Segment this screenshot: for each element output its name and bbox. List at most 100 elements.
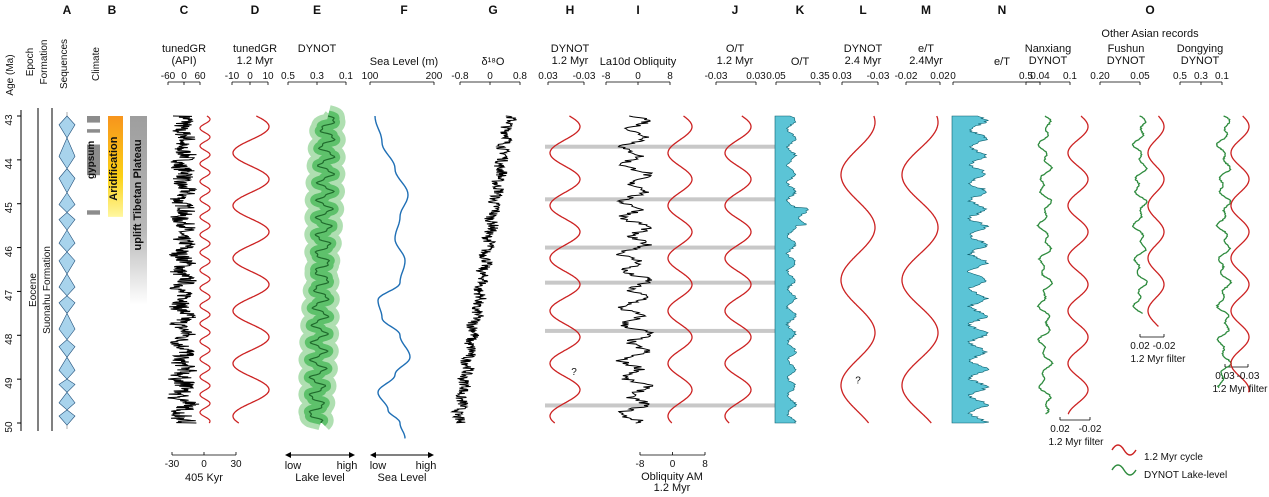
legend: 1.2 Myr cycle DYNOT Lake-level: [1111, 444, 1227, 481]
panel-E-axis-label: Lake level: [295, 472, 345, 484]
panel-O1-filter-label: 1.2 Myr filter: [1048, 437, 1104, 448]
panel-header: Nanxiang: [1025, 43, 1071, 55]
panel-O2-filter-label: 1.2 Myr filter: [1130, 354, 1186, 365]
uplift-bar: [130, 116, 147, 305]
sequence-triangle: [58, 295, 76, 314]
legend-red-label: 1.2 Myr cycle: [1144, 452, 1203, 463]
panel-F-high-label: high: [416, 460, 437, 472]
highlight-band: [545, 144, 788, 149]
sequence-triangle: [58, 378, 76, 393]
panel-N-top-tick-label: 0.04: [1030, 71, 1050, 82]
panel-header: O/T: [791, 56, 810, 68]
panel-L-top-tick-label: 0.03: [832, 71, 852, 82]
panel-H-top-tick-label: -0.03: [573, 71, 596, 82]
highlight-band: [545, 280, 788, 285]
legend-red-swatch: [1111, 444, 1137, 456]
panel-header: 2.4Myr: [909, 55, 943, 67]
panel-I-top-tick-label: 8: [667, 71, 673, 82]
panel-letter-B: B: [108, 3, 117, 17]
sequence-triangle: [58, 115, 76, 139]
panel-E-arrow-left: [285, 452, 291, 458]
panel-G-top-tick-label: 0: [487, 71, 493, 82]
highlight-bands: [545, 144, 788, 408]
dongying-dynot-curve: [1215, 115, 1233, 389]
climate-header: Climate: [91, 47, 102, 81]
ot-filled-curve: [774, 115, 809, 424]
panel-header: tunedGR: [233, 43, 277, 55]
panel-D-top-tick-label: 10: [262, 71, 274, 82]
panel-letter-D: D: [251, 3, 260, 17]
sea-level-curve: [374, 115, 411, 439]
panel-C-top-tick-label: 60: [194, 71, 206, 82]
sequence-triangle: [58, 409, 76, 426]
nanxiang-dynot-curve: [1036, 115, 1054, 415]
obliquity-curve: [615, 115, 655, 424]
highlight-band: [545, 328, 788, 333]
panel-letter-E: E: [313, 3, 321, 17]
panel-I-bottom-tick-label: 8: [702, 459, 708, 470]
panel-O3-top-tick-label: 0.5: [1173, 71, 1187, 82]
panel-letter-I: I: [636, 3, 639, 17]
panel-M-top-tick-label: -0.02: [895, 71, 918, 82]
panel-letter-A: A: [63, 3, 72, 17]
gypsum-bar: [87, 129, 100, 133]
panel-letter-O: O: [1145, 3, 1154, 17]
panel-E-arrow-right: [349, 452, 355, 458]
panel-E-high-label: high: [337, 460, 358, 472]
panel-C-bottom-label: 405 Kyr: [185, 472, 223, 484]
age-tick-label: 43: [4, 114, 15, 126]
panel-J-top-tick-label: -0.03: [705, 71, 728, 82]
highlight-band: [545, 245, 788, 250]
panel-header: 1.2 Myr: [237, 55, 274, 67]
highlight-band: [545, 197, 788, 202]
curves-layer: [58, 105, 1250, 439]
formation-header: Formation: [39, 39, 50, 84]
panel-I-top-tick-label: 0: [635, 71, 641, 82]
panel-C-bottom-tick-label: -30: [165, 459, 180, 470]
panel-J-top-tick-label: 0.03: [746, 71, 766, 82]
panel-K-top-tick-label: 0.05: [766, 71, 786, 82]
sequence-triangle: [58, 212, 76, 231]
aridification-label: Aridification: [108, 136, 120, 200]
panel-E-top-tick-label: 0.3: [310, 71, 324, 82]
panel-header: DYNOT: [1181, 55, 1220, 67]
panel-F-top-tick-label: 100: [362, 71, 379, 82]
panel-letter-F: F: [400, 3, 407, 17]
age-tick-label: 45: [4, 202, 15, 214]
highlight-band: [545, 403, 788, 408]
panel-D-top-tick-label: -10: [225, 71, 240, 82]
dongying-1.2myr-curve: [1230, 115, 1250, 393]
legend-green-swatch: [1111, 464, 1137, 476]
panel-header: DYNOT: [551, 43, 590, 55]
lake-level-curve: [308, 115, 336, 424]
panel-letter-J: J: [732, 3, 739, 17]
panel-E-top-tick-label: 0.1: [339, 71, 353, 82]
age-tick-label: 47: [4, 289, 15, 301]
panel-header: Dongying: [1177, 43, 1223, 55]
panel-C-top-tick-label: 0: [181, 71, 187, 82]
et-filled-curve: [951, 115, 990, 424]
sequence-triangle: [58, 168, 76, 194]
gypsum-bar: [87, 210, 100, 215]
panel-O1-filter-tick-label: 0.02: [1050, 424, 1070, 435]
labels-layer: A B C D E F G H I J K L M N O Age (Ma) 43 44 45 46 47 48 49 50 E…: [4, 3, 1268, 494]
panel-O1-top-tick-label: 0.5: [1019, 71, 1033, 82]
gypsum-label: gypsum: [86, 141, 97, 179]
age-tick-label: 44: [4, 158, 15, 170]
age-tick-label: 48: [4, 333, 15, 345]
panel-G-top-tick-label: 0.8: [513, 71, 527, 82]
sequence-triangle: [58, 312, 76, 341]
panel-header: DYNOT: [1107, 55, 1146, 67]
sequence-triangle: [58, 391, 76, 411]
panel-O3-top-tick-label: 0.3: [1194, 71, 1208, 82]
panel-header: 2.4 Myr: [845, 55, 882, 67]
age-tick-label: 50: [4, 421, 15, 433]
age-axis-title: Age (Ma): [5, 54, 16, 95]
panel-C-bottom-tick-label: 0: [201, 459, 207, 470]
panel-G-top-tick-label: -0.8: [451, 71, 469, 82]
panel-O2-top-tick-label: 0.20: [1090, 71, 1110, 82]
panel-O3-top-tick-label: 0.1: [1215, 71, 1229, 82]
gr-api-curve: [167, 115, 200, 424]
sequence-triangle: [58, 273, 76, 297]
panel-header: 1.2 Myr: [552, 55, 589, 67]
